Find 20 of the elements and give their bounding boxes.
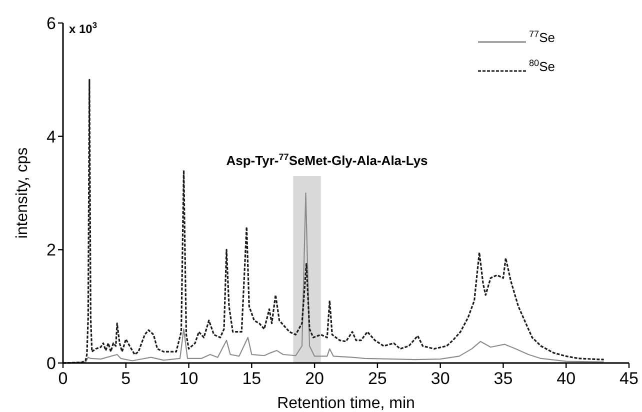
x-axis-title: Retention time, min	[277, 395, 415, 412]
y-tick-label: 4	[46, 127, 56, 146]
y-axis-title: intensity, cps	[14, 147, 31, 239]
x-tick-label: 30	[430, 369, 450, 388]
band-label: Asp-Tyr-$^{77}$SeMet-Gly-Ala-Ala-Lys	[226, 152, 428, 168]
x-tick-label: 40	[556, 369, 576, 388]
x-tick-label: 0	[58, 369, 68, 388]
legend-label: $^{80}$Se	[529, 58, 556, 74]
x-tick-label: 20	[305, 369, 324, 388]
x-tick-label: 15	[242, 369, 262, 388]
x-tick-label: 25	[368, 369, 387, 388]
y-tick-label: 6	[46, 14, 56, 33]
y-tick-label: 0	[46, 354, 56, 373]
x-tick-label: 35	[494, 369, 513, 388]
x-tick-label: 5	[121, 369, 131, 388]
x-tick-label: 45	[620, 369, 638, 388]
legend-label: $^{77}$Se	[529, 29, 556, 45]
annotation: x 10$^{3}$	[69, 20, 98, 36]
y-tick-label: 2	[46, 240, 56, 260]
x-tick-label: 10	[179, 369, 198, 388]
